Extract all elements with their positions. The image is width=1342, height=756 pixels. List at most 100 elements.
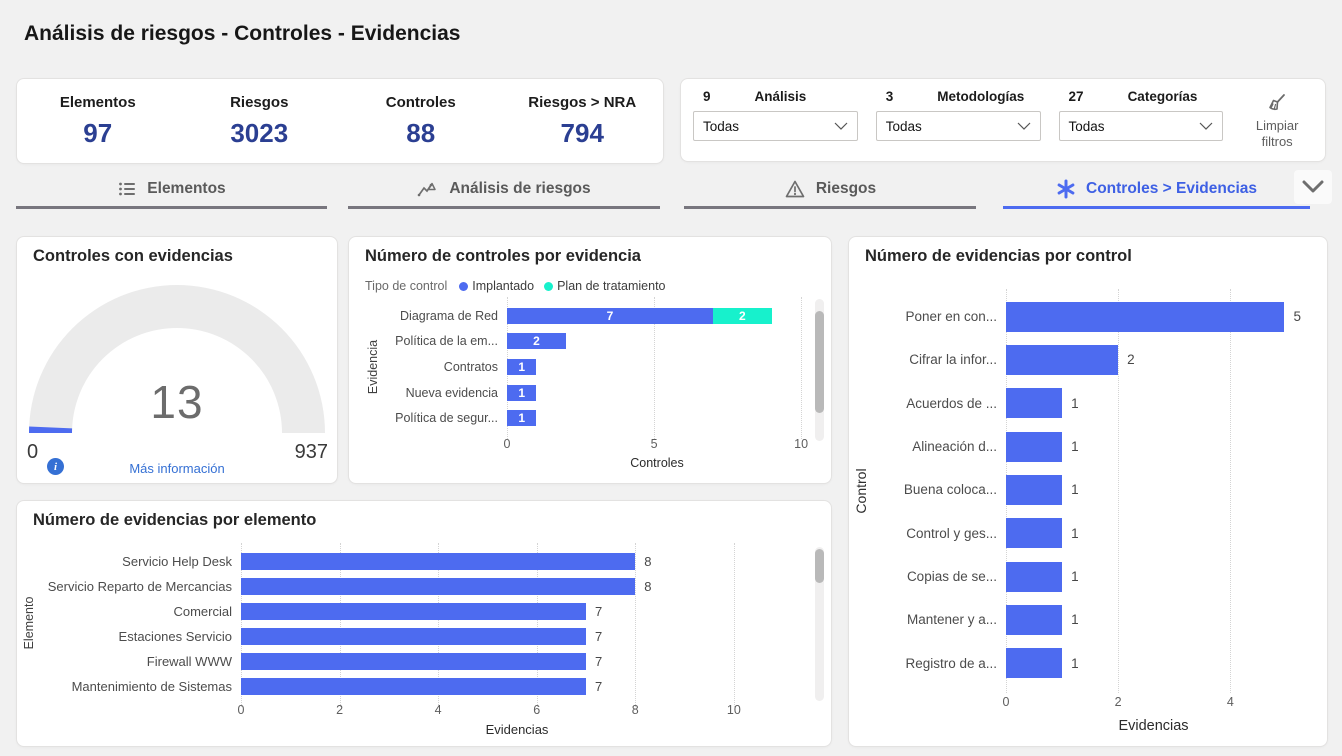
category-label: Política de segur... <box>395 411 498 426</box>
bar-segment[interactable] <box>241 553 636 570</box>
bar-segment[interactable] <box>241 678 586 695</box>
legend-title: Tipo de control <box>365 279 448 293</box>
bar-segment[interactable] <box>241 628 586 645</box>
bar-rows: Servicio Help Desk 8 Servicio Reparto de M… <box>39 549 793 699</box>
legend-item-plan-de-tratamiento[interactable]: Plan de tratamiento <box>544 279 666 293</box>
bar-zone: 1 <box>1006 518 1301 549</box>
bar-segment[interactable] <box>241 578 636 595</box>
metodologias-dropdown[interactable]: Todas <box>875 111 1041 141</box>
gridline <box>339 543 341 707</box>
tab-elementos[interactable]: Elementos <box>16 172 327 209</box>
bar-zone: 1 <box>1006 388 1301 419</box>
categorias-dropdown[interactable]: Todas <box>1058 111 1224 141</box>
bar-segment[interactable] <box>1006 518 1063 549</box>
bar-rows: Diagrama de Red 7 2 Política de la em... 2 Co… <box>385 303 807 431</box>
category-label: Servicio Reparto de Mercancias <box>47 579 232 594</box>
gridline <box>1118 289 1120 693</box>
filter-card: 9 Análisis Todas 3 Metodologías Todas 27… <box>680 78 1326 162</box>
scrollbar-thumb[interactable] <box>815 311 824 413</box>
kpi-label: Elementos <box>59 93 136 111</box>
bar-zone: 1 <box>1006 474 1301 505</box>
gridline <box>801 297 803 439</box>
category-label: Nueva evidencia <box>405 385 498 400</box>
filter-label: Análisis <box>754 89 807 104</box>
bar-segment[interactable] <box>1006 648 1063 679</box>
axis-tick-label: 0 <box>503 437 511 451</box>
more-info-link[interactable]: Más información <box>129 461 225 476</box>
tab-label: Análisis de riesgos <box>449 180 591 197</box>
gauge-min-label: 0 <box>27 441 39 463</box>
bar-zone: 1 <box>1006 431 1301 462</box>
category-label: Diagrama de Red <box>400 308 498 323</box>
bar-segment[interactable]: 2 <box>507 333 566 350</box>
bar-zone: 1 <box>1006 648 1301 679</box>
bar-segment[interactable] <box>1006 301 1285 332</box>
value-label: 1 <box>1071 482 1079 498</box>
bar-segment[interactable]: 2 <box>712 307 772 324</box>
bar-row: Cifrar la infor... 2 <box>871 344 1301 375</box>
axis-tick-label: 0 <box>1002 695 1010 709</box>
kpi-label: Controles <box>385 93 456 111</box>
tabs-expand-button[interactable] <box>1294 170 1332 204</box>
tab-analisis-de-riesgos[interactable]: Análisis de riesgos <box>348 172 660 209</box>
legend-dot <box>544 281 554 291</box>
bar-segment[interactable] <box>1006 604 1063 635</box>
bar-segment[interactable]: 1 <box>507 384 537 401</box>
x-axis-title: Evidencias <box>1118 718 1189 734</box>
category-label: Buena coloca... <box>903 482 997 498</box>
bar-segment[interactable] <box>1006 344 1119 375</box>
bar-segment[interactable] <box>241 653 586 670</box>
bar-segment[interactable] <box>1006 561 1063 592</box>
bar-segment[interactable]: 1 <box>507 410 537 427</box>
bar-segment[interactable]: 1 <box>507 358 537 375</box>
value-label: 1 <box>1071 612 1079 628</box>
bar-zone: 7 <box>241 603 793 620</box>
filter-group-metodologias: 3 Metodologías Todas <box>875 89 1041 141</box>
tab-controles-evidencias[interactable]: Controles > Evidencias <box>1003 172 1310 209</box>
x-axis-title: Evidencias <box>485 722 549 737</box>
value-label: 8 <box>644 579 652 594</box>
chart-title: Controles con evidencias <box>33 247 233 265</box>
asterisk-icon <box>1057 179 1075 199</box>
info-icon[interactable]: i <box>47 458 64 475</box>
x-axis-ticks: 0 2 4 <box>1002 695 1301 711</box>
chart-title: Número de evidencias por elemento <box>33 511 317 529</box>
bar-segment[interactable]: 7 <box>507 307 713 324</box>
bar-segment[interactable] <box>1006 388 1063 419</box>
bar-segment[interactable] <box>1006 474 1063 505</box>
chart-card-evidencias-por-elemento: Número de evidencias por elemento Elemen… <box>16 500 832 747</box>
legend-item-implantado[interactable]: Implantado <box>459 279 534 293</box>
dropdown-value: Todas <box>885 118 922 134</box>
value-label: 7 <box>595 679 603 694</box>
filter-count: 3 <box>885 89 894 104</box>
tab-label: Elementos <box>147 180 226 197</box>
gridline <box>1230 289 1232 693</box>
bar-segment[interactable] <box>241 603 586 620</box>
bar-zone: 2 <box>1006 344 1301 375</box>
risk-analysis-icon <box>418 182 437 197</box>
chevron-down-icon <box>1302 180 1324 193</box>
bar-zone: 7 <box>241 678 793 695</box>
bar-segment[interactable] <box>1006 431 1063 462</box>
x-axis-ticks: 0 2 4 6 8 10 <box>238 703 793 719</box>
value-label: 7 <box>595 629 603 644</box>
bar-row: Registro de a... 1 <box>871 648 1301 679</box>
value-label: 1 <box>1071 395 1079 411</box>
bar-zone: 5 <box>1006 301 1301 332</box>
legend-label: Implantado <box>472 279 535 293</box>
bar-zone: 1 <box>1006 561 1301 592</box>
analisis-dropdown[interactable]: Todas <box>693 111 858 141</box>
scrollbar-thumb[interactable] <box>815 549 824 583</box>
clear-filters-button[interactable]: Limpiar filtros <box>1241 89 1313 151</box>
gridline <box>438 543 440 707</box>
legend-label: Plan de tratamiento <box>557 279 666 293</box>
category-label: Cifrar la infor... <box>909 352 997 368</box>
bar-zone: 8 <box>241 553 793 570</box>
bar-row: Mantenimiento de Sistemas 7 <box>39 678 793 695</box>
y-axis-title: Control <box>853 468 869 514</box>
y-axis-title: Elemento <box>22 596 36 650</box>
tab-riesgos[interactable]: Riesgos <box>684 172 976 209</box>
value-label: 1 <box>1071 525 1079 541</box>
gridlines <box>241 543 793 707</box>
filter-count: 27 <box>1068 89 1084 104</box>
